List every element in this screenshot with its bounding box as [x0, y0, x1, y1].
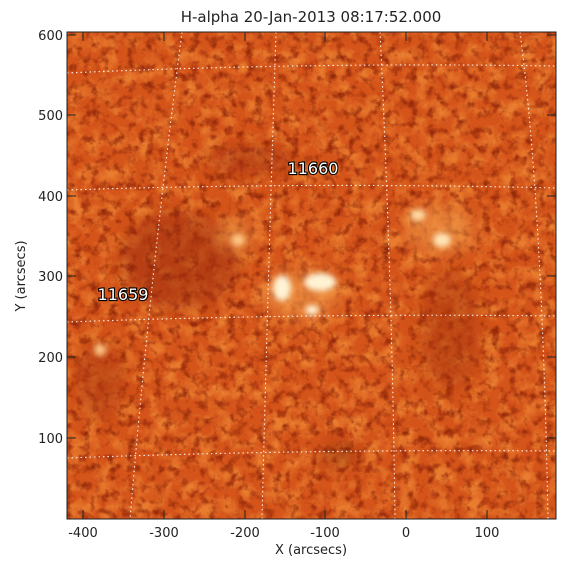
x-tick-label: -300 — [149, 526, 179, 541]
y-tick-label: 100 — [38, 432, 63, 447]
solar-image: 11660 11659 — [67, 32, 556, 519]
y-tick-label: 200 — [38, 351, 63, 366]
x-ticks — [82, 32, 488, 519]
x-tick-label: -100 — [310, 526, 340, 541]
y-tick-label: 300 — [38, 270, 63, 285]
x-tick-label: -200 — [230, 526, 260, 541]
figure-title: H-alpha 20-Jan-2013 08:17:52.000 — [181, 8, 442, 26]
x-tick-label: 100 — [475, 526, 500, 541]
plage-regions — [94, 205, 475, 356]
active-region-label: 11660 — [288, 159, 339, 178]
y-axis-title: Y (arcsecs) — [14, 240, 29, 312]
y-tick-label: 600 — [38, 29, 63, 44]
x-axis-title: X (arcsecs) — [275, 543, 347, 558]
active-region-label: 11659 — [98, 285, 149, 304]
y-ticks — [67, 34, 556, 439]
x-tick-label: 0 — [402, 526, 410, 541]
active-region-labels: 11660 11659 — [96, 158, 339, 305]
y-tick-labels: 100 200 300 400 500 600 — [38, 29, 63, 447]
heliographic-grid — [67, 32, 556, 519]
x-tick-label: -400 — [68, 526, 98, 541]
y-tick-label: 400 — [38, 190, 63, 205]
y-tick-label: 500 — [38, 109, 63, 124]
x-tick-labels: -400 -300 -200 -100 0 100 — [68, 526, 499, 541]
dark-filaments — [75, 146, 480, 463]
